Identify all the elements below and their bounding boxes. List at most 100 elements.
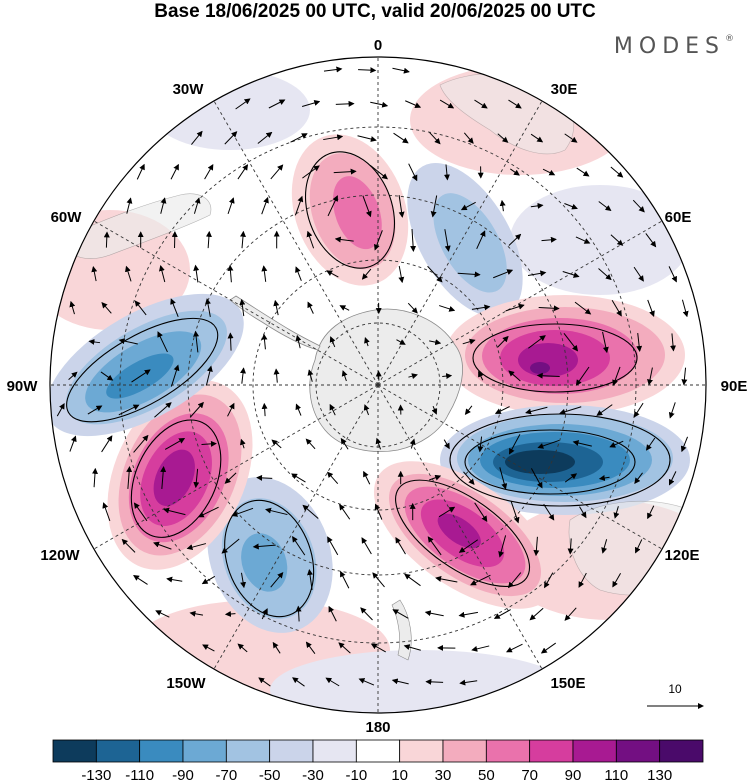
wind-arrow-icon xyxy=(443,164,450,181)
wind-arrow-icon xyxy=(633,266,644,282)
map-field xyxy=(50,57,706,713)
wind-arrow-icon xyxy=(370,101,389,108)
lon-30e: 30E xyxy=(551,81,578,98)
wind-arrow-icon xyxy=(398,265,405,284)
wind-arrow-icon xyxy=(508,370,521,382)
wind-arrow-icon xyxy=(610,234,624,246)
wind-arrow-icon xyxy=(602,331,609,354)
wind-arrow-icon xyxy=(574,301,592,315)
wind-arrow-icon xyxy=(405,100,422,109)
antarctica xyxy=(309,308,463,452)
wind-arrow-icon xyxy=(497,335,509,348)
wind-arrow-icon xyxy=(572,440,592,447)
wind-arrow-icon xyxy=(444,229,451,252)
wind-arrow-icon xyxy=(668,266,677,283)
wind-arrow-icon xyxy=(160,466,167,490)
wind-arrow-icon xyxy=(508,233,522,246)
wind-arrow-icon xyxy=(134,300,147,316)
anomaly-neg-northeast xyxy=(407,163,523,317)
wind-arrow-icon xyxy=(497,133,509,143)
wind-arrow-icon xyxy=(268,99,286,109)
wind-arrow-icon xyxy=(252,543,276,550)
wind-arrow-icon xyxy=(564,203,578,210)
wind-arrow-icon xyxy=(403,644,421,651)
wind-arrow-icon xyxy=(612,366,621,387)
wind-arrow-icon xyxy=(636,332,643,352)
wind-arrow-icon xyxy=(170,364,180,387)
modes-logo: MODES® xyxy=(614,34,734,59)
wind-arrow-icon xyxy=(334,236,354,243)
wind-arrow-icon xyxy=(396,339,406,345)
wind-arrow-icon xyxy=(270,572,284,588)
wind-arrow-icon xyxy=(333,168,357,175)
wind-arrow-icon xyxy=(125,265,132,282)
wind-arrow-icon xyxy=(273,368,280,383)
wind-arrow-icon xyxy=(470,574,491,586)
wind-arrow-icon xyxy=(358,678,375,686)
colorbar-swatch xyxy=(529,739,574,763)
wind-arrow-icon xyxy=(471,645,490,652)
wind-arrow-icon xyxy=(462,338,476,345)
wind-arrow-icon xyxy=(510,501,520,524)
map-title: Base 18/06/2025 00 UTC, valid 20/06/2025… xyxy=(154,1,596,22)
wind-arrow-icon xyxy=(564,133,578,143)
wind-arrow-icon xyxy=(126,466,133,490)
wind-arrow-icon xyxy=(505,303,525,312)
wind-arrow-icon xyxy=(325,677,340,687)
colorbar-tick-label: 50 xyxy=(478,767,495,783)
wind-arrow-icon xyxy=(364,337,370,347)
wind-arrow-icon xyxy=(306,230,315,249)
wind-arrow-icon xyxy=(633,402,644,418)
lon-60w: 60W xyxy=(51,209,83,226)
wind-arrow-icon xyxy=(575,366,590,386)
wind-arrow-icon xyxy=(68,371,78,381)
wind-arrow-icon xyxy=(91,265,98,282)
wind-arrow-icon xyxy=(409,438,416,449)
wind-arrow-icon xyxy=(295,266,302,281)
wind-arrow-icon xyxy=(458,611,479,618)
wind-arrow-icon xyxy=(163,507,186,516)
wind-arrow-icon xyxy=(530,202,544,209)
colorbar-tick-label: 70 xyxy=(521,767,538,783)
wind-arrow-icon xyxy=(101,435,113,453)
wind-arrow-icon xyxy=(100,371,114,381)
wind-arrow-icon xyxy=(596,404,613,416)
wind-arrow-icon xyxy=(370,643,386,653)
wind-arrow-icon xyxy=(227,264,234,283)
reference-vector-label: 10 xyxy=(668,682,682,696)
wind-arrow-icon xyxy=(301,100,321,107)
wind-arrow-icon xyxy=(69,435,77,452)
colorbar-swatch xyxy=(355,739,401,763)
wind-arrow-icon xyxy=(542,168,556,176)
colorbar-tick-label: -90 xyxy=(172,767,194,783)
wind-arrow-icon xyxy=(610,166,624,178)
wind-arrow-icon xyxy=(507,572,522,589)
wind-arrow-icon xyxy=(155,610,170,618)
wind-arrow-icon xyxy=(205,230,212,249)
wind-arrow-icon xyxy=(408,373,418,380)
colorbar-swatch xyxy=(312,739,357,763)
wind-arrow-icon xyxy=(338,642,351,654)
wind-arrow-icon xyxy=(499,467,508,490)
wind-arrow-icon xyxy=(193,330,200,353)
wind-arrow-icon xyxy=(439,99,455,109)
wind-arrow-icon xyxy=(634,472,643,484)
wind-arrow-icon xyxy=(443,439,450,450)
wind-vectors xyxy=(56,66,689,687)
wind-arrow-icon xyxy=(261,608,268,620)
circulation-lines xyxy=(66,151,671,618)
wind-arrow-icon xyxy=(221,538,240,554)
wind-arrow-icon xyxy=(613,506,620,519)
wind-arrow-icon xyxy=(305,641,316,654)
wind-arrow-icon xyxy=(361,537,372,555)
wind-arrow-icon xyxy=(224,131,238,145)
wind-arrow-icon xyxy=(170,298,179,318)
colorbar-tick-label: -130 xyxy=(81,767,111,783)
wind-arrow-icon xyxy=(601,539,608,554)
wind-arrow-icon xyxy=(429,474,442,481)
wind-arrow-icon xyxy=(442,373,453,380)
wind-arrow-icon xyxy=(227,402,235,417)
lon-180: 180 xyxy=(365,719,390,736)
wind-arrow-icon xyxy=(265,507,288,516)
wind-arrow-icon xyxy=(327,471,339,485)
